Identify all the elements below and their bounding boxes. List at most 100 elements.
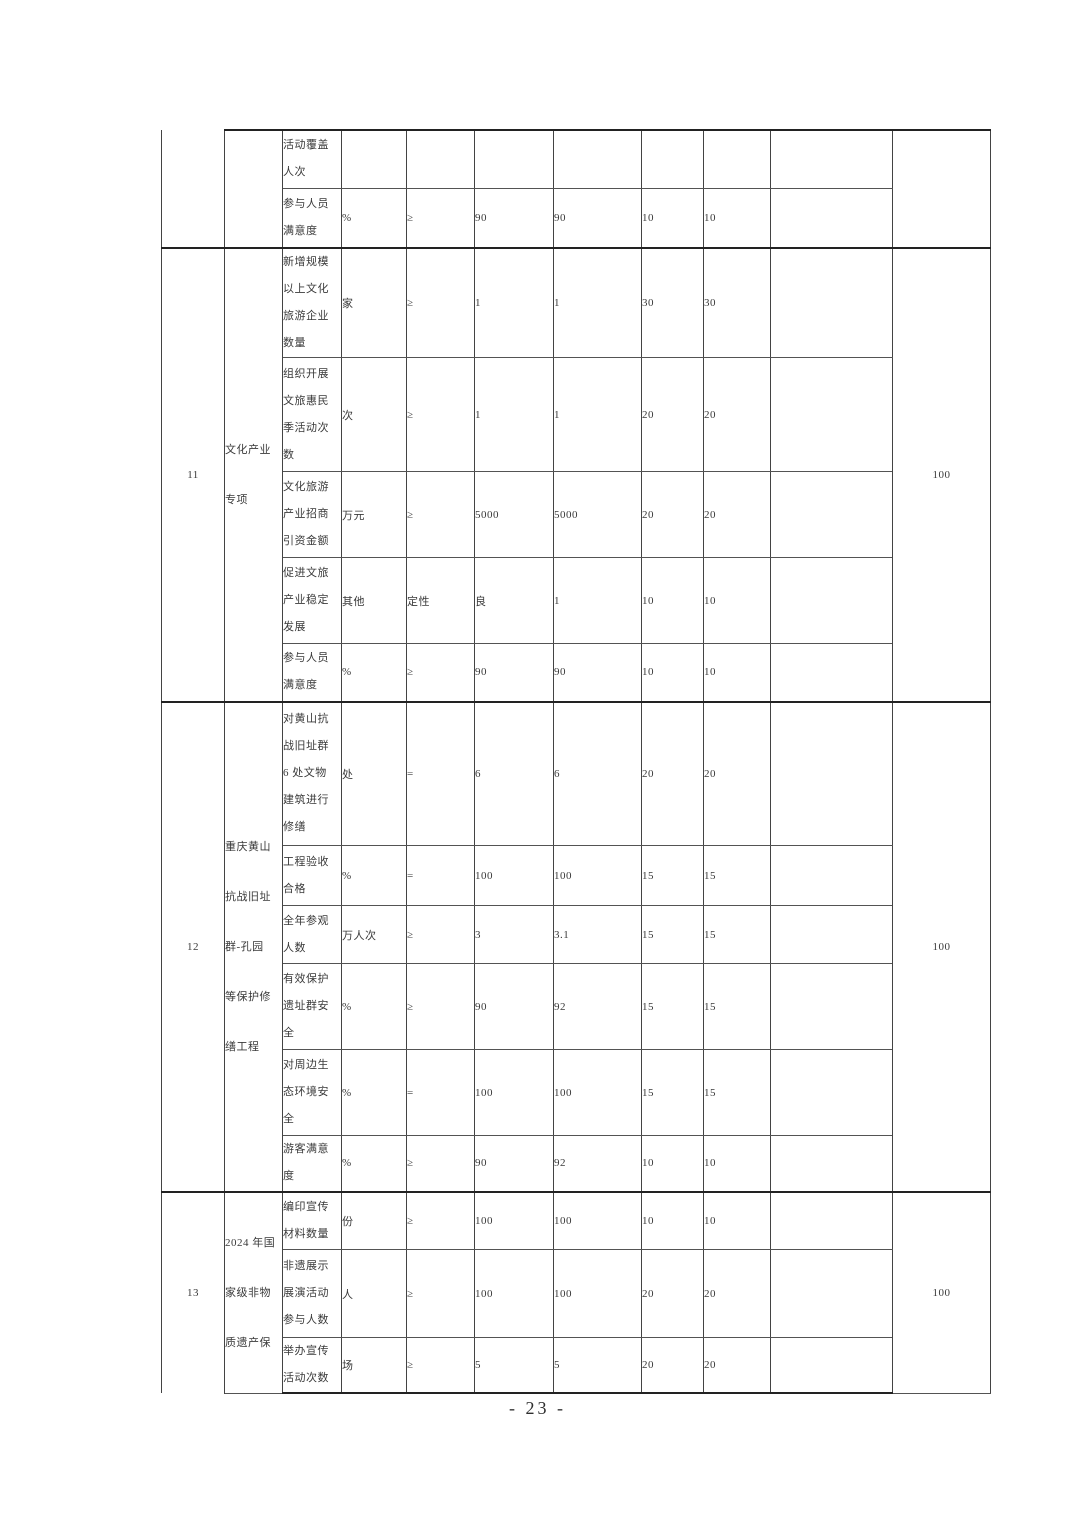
actual-value-cell: 92 <box>553 963 642 1050</box>
seq-cell <box>161 130 225 249</box>
score-cell: 10 <box>641 1190 704 1250</box>
unit-cell: % <box>341 187 407 249</box>
target-value-cell: 100 <box>474 845 554 906</box>
score-cell: 10 <box>641 1135 704 1192</box>
score-cell: 30 <box>641 247 704 358</box>
indicator-cell: 活动覆盖 人次 <box>282 129 342 189</box>
actual-value-cell: 100 <box>553 845 642 906</box>
result-score-cell: 15 <box>703 1049 771 1136</box>
operator-cell: ≥ <box>406 357 475 472</box>
result-score-cell: 10 <box>703 557 771 644</box>
project-name-cell: 重庆黄山 抗战旧址 群-孔园 等保护修 缮工程 <box>224 700 283 1192</box>
indicator-cell: 对周边生 态环境安全 <box>282 1049 342 1136</box>
score-cell: 10 <box>641 557 704 644</box>
unit-cell <box>341 129 407 189</box>
indicator-cell: 非遗展示 展演活动 参与人数 <box>282 1249 342 1338</box>
target-value-cell: 良 <box>474 557 554 644</box>
indicator-cell: 文化旅游 产业招商 引资金额 <box>282 471 342 558</box>
operator-cell: ≥ <box>406 1135 475 1192</box>
actual-value-cell: 5 <box>553 1337 642 1394</box>
indicator-cell: 编印宣传 材料数量 <box>282 1190 342 1250</box>
total-score-cell: 100 <box>892 1190 991 1394</box>
actual-value-cell: 90 <box>553 643 642 702</box>
note-cell <box>770 557 893 644</box>
result-score-cell: 10 <box>703 187 771 249</box>
indicator-cell: 组织开展 文旅惠民 季活动次数 <box>282 357 342 472</box>
operator-cell: = <box>406 1049 475 1136</box>
unit-cell: % <box>341 845 407 906</box>
target-value-cell: 90 <box>474 187 554 249</box>
seq-cell: 13 <box>161 1190 225 1393</box>
score-cell: 20 <box>641 1249 704 1338</box>
score-cell <box>641 129 704 189</box>
total-score-cell: 100 <box>892 247 991 702</box>
unit-cell: 其他 <box>341 557 407 644</box>
score-cell: 15 <box>641 905 704 964</box>
target-value-cell: 6 <box>474 700 554 846</box>
note-cell <box>770 1337 893 1394</box>
target-value-cell: 100 <box>474 1249 554 1338</box>
score-cell: 10 <box>641 643 704 702</box>
actual-value-cell: 92 <box>553 1135 642 1192</box>
indicator-cell: 工程验收 合格 <box>282 845 342 906</box>
result-score-cell: 10 <box>703 1135 771 1192</box>
indicator-cell: 参与人员 满意度 <box>282 643 342 702</box>
target-value-cell: 90 <box>474 1135 554 1192</box>
result-score-cell: 15 <box>703 845 771 906</box>
unit-cell: % <box>341 1049 407 1136</box>
actual-value-cell: 1 <box>553 247 642 358</box>
note-cell <box>770 643 893 702</box>
note-cell <box>770 1049 893 1136</box>
score-cell: 20 <box>641 700 704 846</box>
unit-cell: 次 <box>341 357 407 472</box>
unit-cell: 家 <box>341 247 407 358</box>
unit-cell: 场 <box>341 1337 407 1394</box>
target-value-cell: 1 <box>474 357 554 472</box>
result-score-cell: 20 <box>703 357 771 472</box>
score-cell: 20 <box>641 471 704 558</box>
actual-value-cell: 6 <box>553 700 642 846</box>
project-name-cell: 2024 年国 家级非物 质遗产保 <box>224 1190 283 1394</box>
indicator-cell: 促进文旅 产业稳定 发展 <box>282 557 342 644</box>
score-cell: 10 <box>641 187 704 249</box>
unit-cell: % <box>341 643 407 702</box>
operator-cell: ≥ <box>406 471 475 558</box>
target-value-cell: 100 <box>474 1190 554 1250</box>
target-value-cell: 100 <box>474 1049 554 1136</box>
score-cell: 20 <box>641 1337 704 1394</box>
target-value-cell: 5 <box>474 1337 554 1394</box>
note-cell <box>770 471 893 558</box>
result-score-cell: 20 <box>703 700 771 846</box>
note-cell <box>770 247 893 358</box>
result-score-cell: 30 <box>703 247 771 358</box>
score-cell: 15 <box>641 845 704 906</box>
indicator-cell: 对黄山抗 战旧址群 6 处文物 建筑进行 修缮 <box>282 700 342 846</box>
unit-cell: 万元 <box>341 471 407 558</box>
note-cell <box>770 1249 893 1338</box>
project-name-cell <box>224 129 283 249</box>
result-score-cell: 10 <box>703 1190 771 1250</box>
seq-cell: 12 <box>161 700 225 1192</box>
operator-cell: = <box>406 700 475 846</box>
result-score-cell: 20 <box>703 1249 771 1338</box>
note-cell <box>770 845 893 906</box>
result-score-cell: 20 <box>703 471 771 558</box>
actual-value-cell: 1 <box>553 357 642 472</box>
operator-cell: ≥ <box>406 187 475 249</box>
target-value-cell: 90 <box>474 643 554 702</box>
unit-cell: 万人次 <box>341 905 407 964</box>
note-cell <box>770 129 893 189</box>
result-score-cell: 20 <box>703 1337 771 1394</box>
target-value-cell: 3 <box>474 905 554 964</box>
target-value-cell: 1 <box>474 247 554 358</box>
note-cell <box>770 187 893 249</box>
unit-cell: 人 <box>341 1249 407 1338</box>
actual-value-cell <box>553 129 642 189</box>
score-cell: 15 <box>641 1049 704 1136</box>
target-value-cell: 5000 <box>474 471 554 558</box>
actual-value-cell: 100 <box>553 1049 642 1136</box>
result-score-cell: 15 <box>703 963 771 1050</box>
indicator-cell: 全年参观 人数 <box>282 905 342 964</box>
indicator-cell: 参与人员 满意度 <box>282 187 342 249</box>
